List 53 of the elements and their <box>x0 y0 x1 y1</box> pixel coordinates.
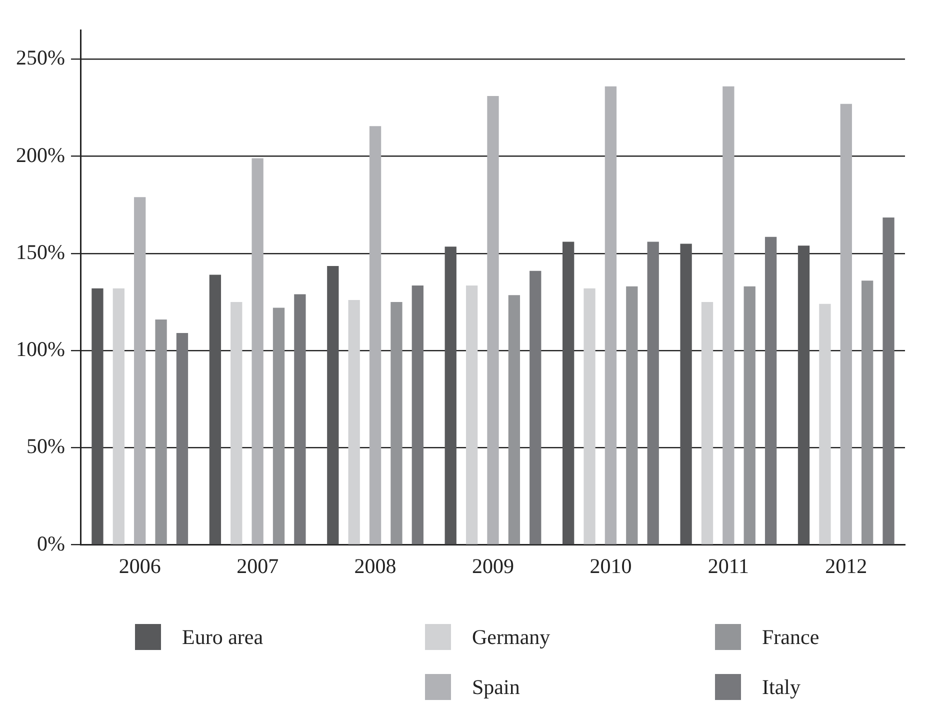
bar <box>272 308 285 544</box>
bar <box>584 288 596 544</box>
bar <box>508 295 520 544</box>
bar <box>530 270 542 544</box>
legend-label: Euro area <box>182 624 264 650</box>
x-tick-label: 2007 <box>236 554 279 578</box>
bar <box>348 300 360 544</box>
bar <box>798 246 810 544</box>
bar <box>882 217 894 544</box>
x-tick-label: 2006 <box>118 554 161 578</box>
legend-label: Germany <box>472 624 550 650</box>
bar <box>487 96 499 544</box>
bar <box>862 280 874 544</box>
bar <box>134 197 146 544</box>
y-tick-label: 50% <box>26 434 65 458</box>
bar <box>466 285 478 544</box>
x-tick-label: 2008 <box>354 554 396 578</box>
bar <box>252 158 264 544</box>
y-tick-label: 200% <box>16 142 65 167</box>
bar <box>604 86 617 544</box>
bar <box>176 333 188 544</box>
bar <box>764 236 777 544</box>
bar <box>327 266 339 544</box>
bar <box>722 86 734 544</box>
y-tick-label: 150% <box>16 240 65 264</box>
bar <box>209 274 222 544</box>
bar <box>647 242 659 544</box>
bar <box>840 104 852 544</box>
bar <box>412 285 424 544</box>
bar <box>92 288 104 544</box>
bar <box>155 319 167 544</box>
bar <box>701 302 714 544</box>
x-tick-label: 2011 <box>708 554 750 578</box>
bar <box>390 302 402 544</box>
bar <box>230 302 242 544</box>
bar <box>744 286 756 544</box>
x-tick-label: 2009 <box>472 554 514 578</box>
legend-label: Italy <box>762 674 800 700</box>
x-tick-label: 2012 <box>825 554 868 578</box>
bar <box>626 286 638 544</box>
bar <box>112 288 124 544</box>
bar <box>444 246 456 544</box>
y-tick-label: 100% <box>16 337 65 362</box>
legend-label: Spain <box>472 674 520 700</box>
bar <box>680 244 692 544</box>
legend-label: France <box>762 624 820 650</box>
bar <box>819 304 831 544</box>
y-tick-label: 250% <box>16 46 65 70</box>
bar <box>369 126 382 544</box>
x-tick-label: 2010 <box>590 554 632 578</box>
y-tick-label: 0% <box>36 531 65 556</box>
bar <box>562 242 574 544</box>
bar <box>294 294 306 544</box>
